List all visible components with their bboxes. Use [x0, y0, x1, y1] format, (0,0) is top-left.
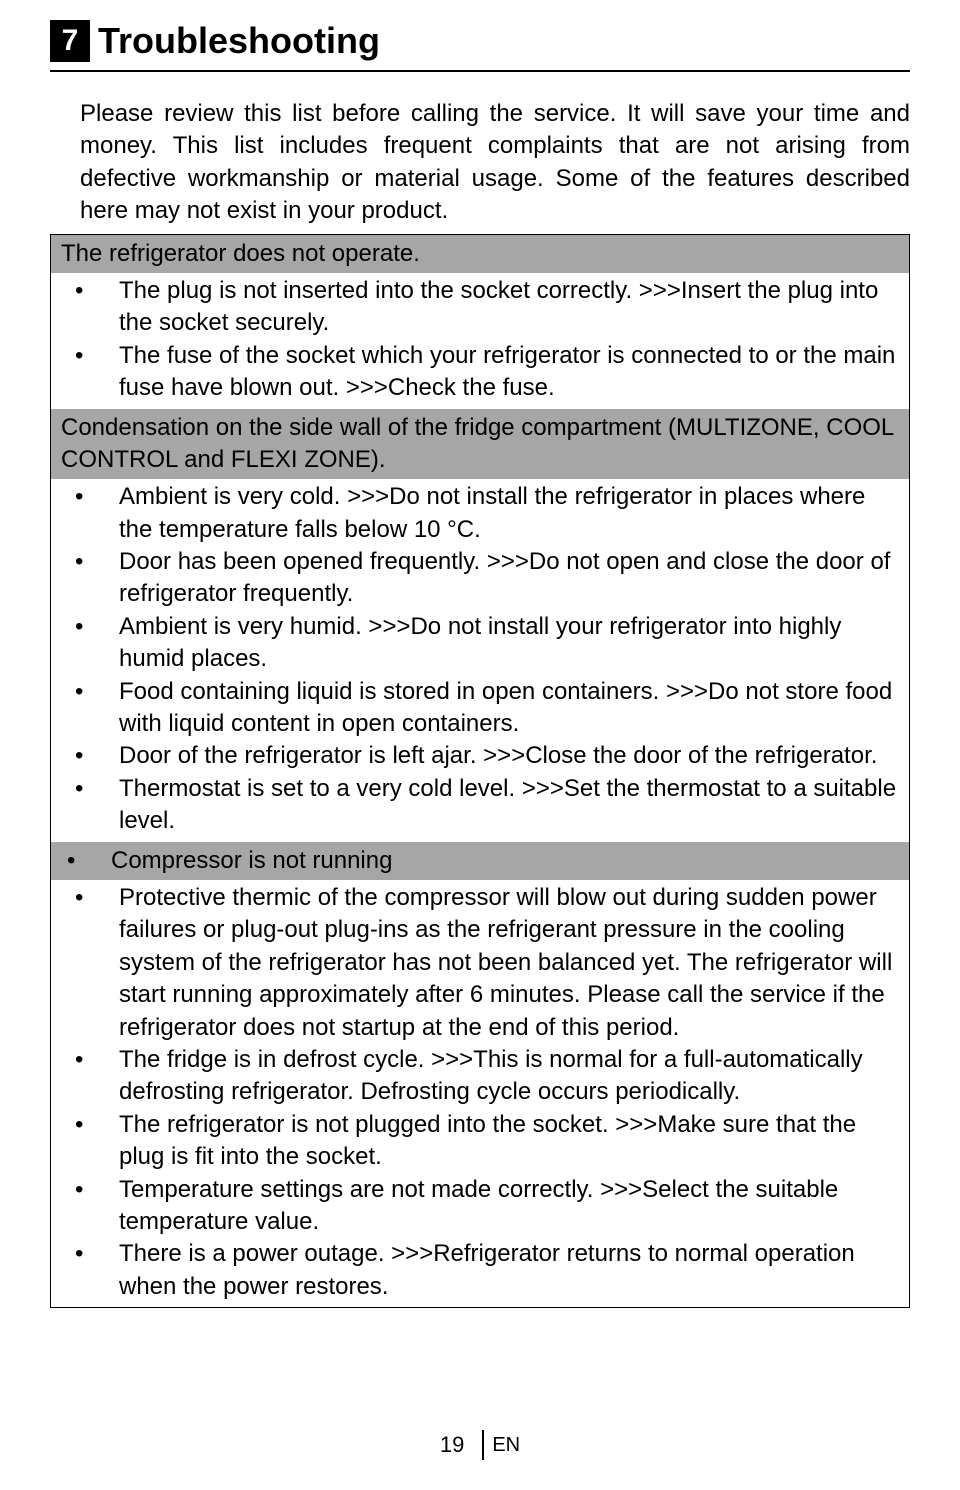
troubleshooting-table: The refrigerator does not operate. The p… — [50, 234, 910, 1309]
section-header: The refrigerator does not operate. — [51, 235, 909, 273]
bullet-list: The plug is not inserted into the socket… — [59, 275, 901, 405]
list-item: Thermostat is set to a very cold level. … — [59, 773, 901, 838]
section-body: Protective thermic of the compressor wil… — [51, 880, 909, 1307]
list-item: The plug is not inserted into the socket… — [59, 275, 901, 340]
list-item: Door has been opened frequently. >>>Do n… — [59, 546, 901, 611]
list-item: Protective thermic of the compressor wil… — [59, 882, 901, 1044]
chapter-title: Troubleshooting — [98, 20, 380, 62]
list-item: The fridge is in defrost cycle. >>>This … — [59, 1044, 901, 1109]
section-header: Compressor is not running — [51, 842, 909, 880]
list-item: Door of the refrigerator is left ajar. >… — [59, 740, 901, 772]
chapter-number-box: 7 — [50, 20, 90, 62]
section-body: The plug is not inserted into the socket… — [51, 273, 909, 409]
list-item: The fuse of the socket which your refrig… — [59, 340, 901, 405]
intro-paragraph: Please review this list before calling t… — [50, 98, 910, 228]
bullet-list: Ambient is very cold. >>>Do not install … — [59, 481, 901, 837]
list-item: Ambient is very cold. >>>Do not install … — [59, 481, 901, 546]
chapter-number: 7 — [62, 24, 79, 58]
list-item: Temperature settings are not made correc… — [59, 1174, 901, 1239]
section-header-bulleted: Compressor is not running — [51, 845, 901, 877]
section-header: Condensation on the side wall of the fri… — [51, 409, 909, 480]
footer-inner: 19 EN — [440, 1430, 520, 1460]
section-body: Ambient is very cold. >>>Do not install … — [51, 479, 909, 841]
page-number: 19 — [440, 1432, 474, 1458]
bullet-list: Protective thermic of the compressor wil… — [59, 882, 901, 1303]
header-underline — [50, 70, 910, 72]
list-item: The refrigerator is not plugged into the… — [59, 1109, 901, 1174]
section-header-text: Condensation on the side wall of the fri… — [61, 414, 893, 473]
chapter-header: 7 Troubleshooting — [50, 20, 910, 62]
footer-divider — [482, 1430, 484, 1460]
section-header-text: The refrigerator does not operate. — [61, 240, 420, 267]
list-item: There is a power outage. >>>Refrigerator… — [59, 1238, 901, 1303]
list-item: Food containing liquid is stored in open… — [59, 676, 901, 741]
page-footer: 19 EN — [0, 1430, 960, 1460]
language-code: EN — [492, 1434, 520, 1457]
bullet-list: Compressor is not running — [51, 845, 901, 877]
list-item: Ambient is very humid. >>>Do not install… — [59, 611, 901, 676]
